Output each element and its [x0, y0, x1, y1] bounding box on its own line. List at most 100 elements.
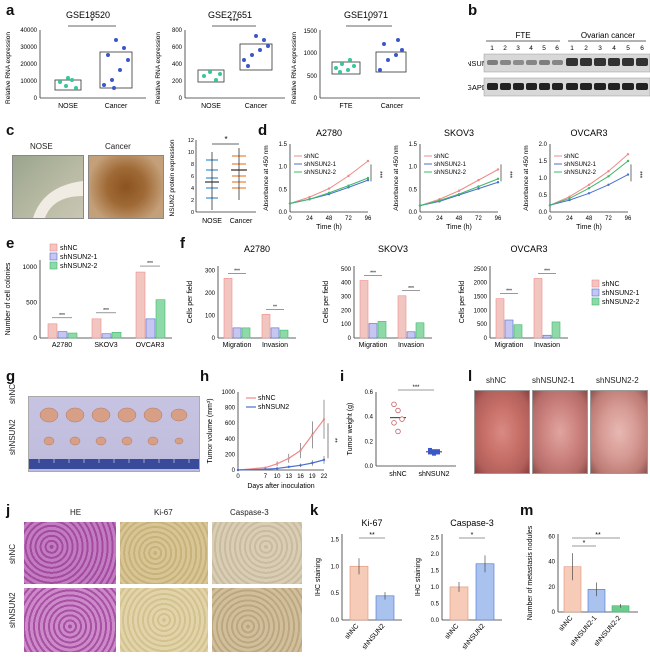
d-xtick: 72	[605, 216, 612, 222]
panel-letter-j: j	[6, 502, 11, 519]
h-legend-label: shNSUN2	[258, 404, 289, 411]
a3-ytick-0: 0	[314, 96, 318, 102]
d-title: OVCAR3	[570, 128, 607, 138]
j-img-he-shnsun2	[24, 588, 116, 652]
f-xtick: Invasion	[262, 342, 288, 349]
h-point	[311, 433, 314, 437]
f-legend-label: shNSUN2-2	[602, 299, 639, 306]
h-xtick: 22	[321, 474, 328, 480]
f-sig: **	[273, 304, 277, 310]
f-bar	[415, 322, 425, 339]
m-xtick: shNC	[558, 615, 575, 633]
a3-ytick-3: 1500	[304, 29, 318, 35]
a1-points-nose	[58, 76, 78, 90]
d-point	[626, 153, 630, 156]
d-point	[626, 173, 630, 176]
d-xtick: 72	[345, 216, 352, 222]
c-ytick: 6	[191, 174, 194, 180]
d-ytick: 1.5	[539, 159, 548, 165]
a2-ytick-0: 0	[179, 96, 183, 102]
f-legend: shNC shNSUN2-1 shNSUN2-2	[591, 279, 639, 306]
panel-e-svg: Number of cell colonies 0 500 1000 A2780 *** S…	[5, 243, 172, 349]
j-row-shnc: shNC	[8, 543, 17, 564]
f-bar	[270, 327, 280, 339]
k-xtick: shNC	[344, 623, 361, 641]
e-bar-chart: Number of cell colonies 0 500 1000 A2780 *** S…	[5, 243, 172, 349]
d-xtick: 0	[288, 216, 292, 222]
panel-i-svg: Tumor weight (g) 0.0 0.2 0.4 0.6 shNC shNSUN2 *…	[347, 385, 456, 478]
f-bar	[261, 314, 271, 339]
e-xtick: SKOV3	[94, 342, 117, 349]
i-point	[436, 450, 440, 455]
d-xtick: 24	[566, 216, 573, 222]
b-group-fte: FTE	[515, 31, 530, 40]
b-lane: 5	[626, 45, 630, 52]
h-xlabel: Days after inoculation	[247, 483, 314, 490]
d-point	[568, 195, 571, 198]
h-point	[236, 468, 240, 472]
d-xtick: 96	[495, 216, 502, 222]
c-cat-0: NOSE	[202, 218, 222, 225]
l-label-sh2: shNSUN2-2	[596, 376, 639, 385]
d-point	[327, 187, 331, 190]
panel-letter-h: h	[200, 368, 210, 385]
d-xtick: 96	[625, 216, 632, 222]
f-ytick: 0	[348, 336, 352, 342]
panel-letter-f: f	[180, 235, 185, 252]
e-legend-swatch	[49, 243, 58, 252]
d-point	[288, 202, 292, 205]
i-point	[395, 428, 401, 435]
f-ytick: 500	[477, 322, 488, 328]
e-bar	[67, 332, 78, 339]
k-bar	[475, 563, 495, 621]
f-bar	[542, 334, 552, 339]
panel-d-svg: A2780 Absorbance at 450 nm 0.0 0.5 1.0 1.5 0 24…	[263, 128, 642, 231]
e-sig: ***	[59, 313, 65, 319]
a3-cat-1: Cancer	[381, 103, 404, 110]
e-bar	[111, 332, 122, 339]
d-ytick: 0.5	[539, 193, 548, 199]
d-point	[587, 187, 591, 190]
h-xtick: 10	[274, 474, 281, 480]
m-bar-chart: Number of metastasis nodules 0204060shNCs…	[527, 525, 638, 648]
f-title: A2780	[244, 244, 270, 254]
k-ytick: 2.5	[431, 535, 440, 541]
i-point	[428, 450, 432, 455]
l-label-shnc: shNC	[486, 376, 507, 385]
d-xlabel: Time (h)	[576, 224, 602, 231]
d-legend-label: shNC	[564, 154, 580, 160]
f-bar	[279, 329, 289, 339]
d-point	[308, 198, 311, 201]
a1-title: GSE18520	[66, 10, 110, 20]
h-xtick: 16	[297, 474, 304, 480]
d-point	[308, 195, 311, 199]
k-ytick: 1.5	[431, 568, 440, 574]
h-xtick: 19	[309, 474, 316, 480]
l-label-sh1: shNSUN2-1	[532, 376, 575, 385]
k-ytick: 1.5	[331, 537, 340, 543]
d-ylabel: Absorbance at 450 nm	[263, 145, 270, 210]
f-sig: ***	[234, 268, 240, 274]
h-point	[311, 461, 314, 465]
d-ytick: 0.0	[279, 210, 288, 216]
b-lane: 6	[555, 45, 559, 52]
f-bar	[533, 278, 543, 339]
a1-points-cancer	[102, 38, 130, 90]
d-chart-a2780: A2780 Absorbance at 450 nm 0.0 0.5 1.0 1.5 0 24…	[263, 128, 382, 231]
b-lane: 4	[612, 45, 616, 52]
e-legend-swatch	[49, 252, 58, 261]
d-point	[327, 191, 331, 195]
a2-title: GSE27651	[208, 10, 252, 20]
e-ylabel: Number of cell colonies	[5, 262, 12, 335]
k-bar	[449, 586, 469, 621]
d-point	[438, 199, 441, 202]
g-row-shnsun2: shNSUN2	[8, 419, 17, 455]
b-lane: 2	[503, 45, 507, 52]
i-xtick: shNC	[389, 471, 407, 478]
f-ylabel: Cells per field	[187, 281, 194, 324]
d-xtick: 0	[548, 216, 552, 222]
f-bar	[368, 323, 378, 339]
panel-letter-d: d	[258, 122, 268, 139]
j-col-caspase3: Caspase-3	[230, 508, 269, 517]
